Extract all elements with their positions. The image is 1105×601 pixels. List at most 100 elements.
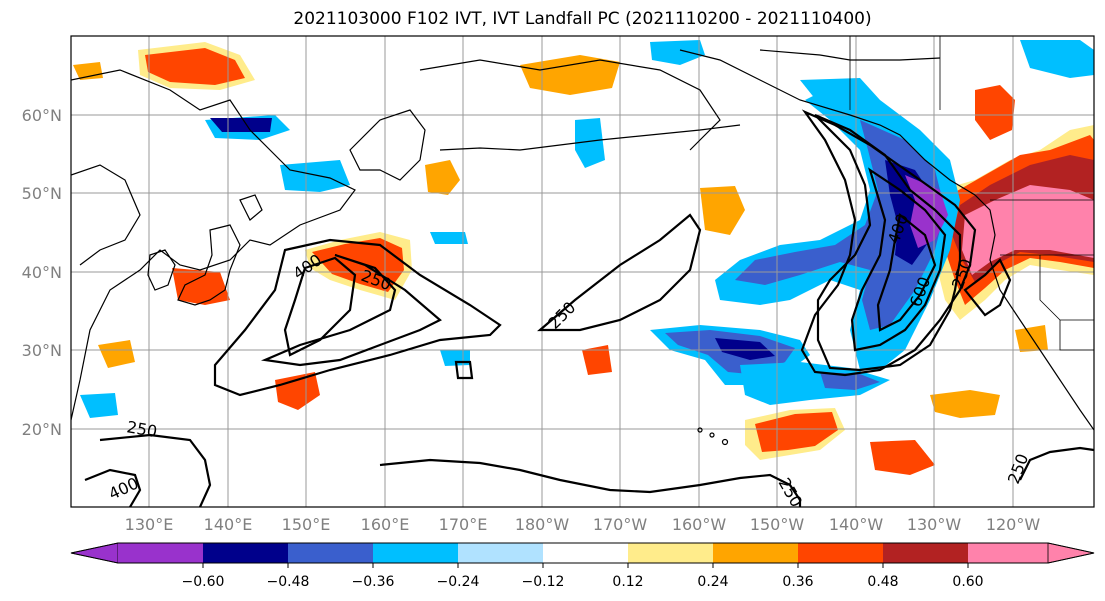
colorbar-tick-label: 0.60 (952, 574, 983, 590)
positive-region-east (930, 390, 1000, 418)
coastlines (71, 49, 1094, 446)
lon-label: 120°W (986, 515, 1041, 534)
lon-label: 130°W (907, 515, 962, 534)
positive-region-southeast (870, 440, 935, 475)
contour-ca-250 (963, 258, 1012, 317)
contour-nwpac-inner (260, 253, 442, 367)
map-frame (70, 35, 1095, 508)
longitude-labels: 130°E 140°E 150°E 160°E 170°E 180°W 170°… (125, 515, 1041, 534)
island-hawaii-2 (709, 432, 715, 438)
lon-label: 150°E (282, 515, 331, 534)
coastline-siberia (419, 59, 721, 151)
contour-small (454, 360, 474, 380)
colorbar-right-arrow (1047, 542, 1095, 564)
lat-label: 20°N (22, 420, 62, 439)
ivt-contours (84, 109, 1094, 507)
colorbar-segment (118, 543, 203, 563)
contour-pnw-250 (814, 113, 962, 372)
colorbar-tick-label: −0.60 (182, 574, 225, 590)
lon-label: 170°W (593, 515, 648, 534)
colorbar-segment (713, 543, 798, 563)
lon-label: 140°W (829, 515, 884, 534)
positive-region-north (520, 55, 620, 95)
contour-southwest-400 (84, 468, 142, 507)
positive-region-ca (1015, 325, 1048, 352)
contour-central-250 (537, 213, 702, 332)
lat-label: 30°N (22, 341, 62, 360)
colorbar-segment (543, 543, 628, 563)
coastline-aleutians (439, 124, 741, 151)
positive-region-mid (700, 186, 745, 235)
negative-region-ne (1020, 40, 1094, 78)
colorbar-tick-label: 0.12 (612, 574, 643, 590)
negative-region-mid-dark (715, 338, 775, 360)
colorbar-tick-label: 0.48 (867, 574, 898, 590)
colorbar-segment (458, 543, 543, 563)
lon-label: 150°W (750, 515, 805, 534)
positive-region-pnw-pink (962, 185, 1094, 275)
lon-label: 160°W (672, 515, 727, 534)
colorbar: −0.60 −0.48 −0.36 −0.24 −0.12 0.12 0.24 … (70, 542, 1095, 590)
colorbar-segment (883, 543, 968, 563)
lat-label: 40°N (22, 263, 62, 282)
map-title: 2021103000 F102 IVT, IVT Landfall PC (20… (293, 9, 872, 29)
contour-pnw-600 (876, 213, 937, 332)
positive-region-south-orange (755, 412, 838, 452)
coastline-alaska (679, 49, 1094, 431)
lon-label: 180°W (515, 515, 570, 534)
island-hawaii-1 (697, 427, 703, 433)
colorbar-tick-label: 0.24 (697, 574, 728, 590)
lon-label: 130°E (125, 515, 174, 534)
colorbar-tick-label: −0.12 (522, 574, 565, 590)
positive-region-kam (425, 160, 460, 195)
coastline-china-inland (71, 164, 141, 266)
island-hawaii-3 (721, 438, 729, 446)
coastline-korea (147, 249, 176, 291)
negative-region-alaska (800, 78, 880, 110)
positive-region-spot1 (582, 345, 612, 375)
contour-pnw-outer (800, 109, 977, 377)
political-boundaries (849, 36, 1094, 351)
colorbar-left-arrow (70, 542, 119, 564)
colorbar-ticks (202, 563, 969, 568)
coastline-kamchatka (349, 109, 426, 181)
positive-region-nw-pac-orange (312, 238, 404, 292)
colorbar-tick-label: −0.36 (352, 574, 395, 590)
positive-region-china (98, 340, 135, 368)
lat-label: 50°N (22, 184, 62, 203)
positive-region-northeast (975, 85, 1015, 140)
latitude-labels: 60°N 50°N 40°N 30°N 20°N (22, 106, 62, 439)
coastline-east-asia (71, 69, 356, 421)
negative-region-asia2 (280, 160, 350, 192)
lon-label: 140°E (204, 515, 253, 534)
negative-region-sw (80, 393, 118, 418)
positive-region-lower (275, 372, 320, 410)
negative-region-east-mid-medium (820, 372, 880, 390)
contour-southwest-250 (99, 433, 212, 507)
contour-pnw-400 (850, 167, 947, 352)
negative-region-asia-dark (210, 118, 272, 132)
negative-region-cent (440, 350, 470, 366)
coastline-hokkaido (239, 194, 263, 221)
negative-region-asia3 (575, 118, 605, 168)
colorbar-segment (373, 543, 458, 563)
colorbar-segment (288, 543, 373, 563)
contour-nwpac-250 (213, 238, 502, 397)
colorbar-segment (203, 543, 288, 563)
colorbar-outline (70, 542, 1095, 564)
contour-east-250 (1019, 446, 1094, 481)
colorbar-segment (798, 543, 883, 563)
coastline-japan (177, 224, 241, 306)
colorbar-segment (968, 543, 1048, 563)
positive-region-nw-1-orange (145, 48, 245, 85)
contour-south-250 (379, 458, 802, 507)
colorbar-tick-label: −0.24 (437, 574, 480, 590)
lat-label: 60°N (22, 106, 62, 125)
colorbar-tick-label: 0.36 (782, 574, 813, 590)
lon-label: 170°E (439, 515, 488, 534)
negative-region-nw-far (650, 40, 705, 65)
colorbar-segment (628, 543, 713, 563)
colorbar-tick-label: −0.48 (267, 574, 310, 590)
lon-label: 160°E (361, 515, 410, 534)
